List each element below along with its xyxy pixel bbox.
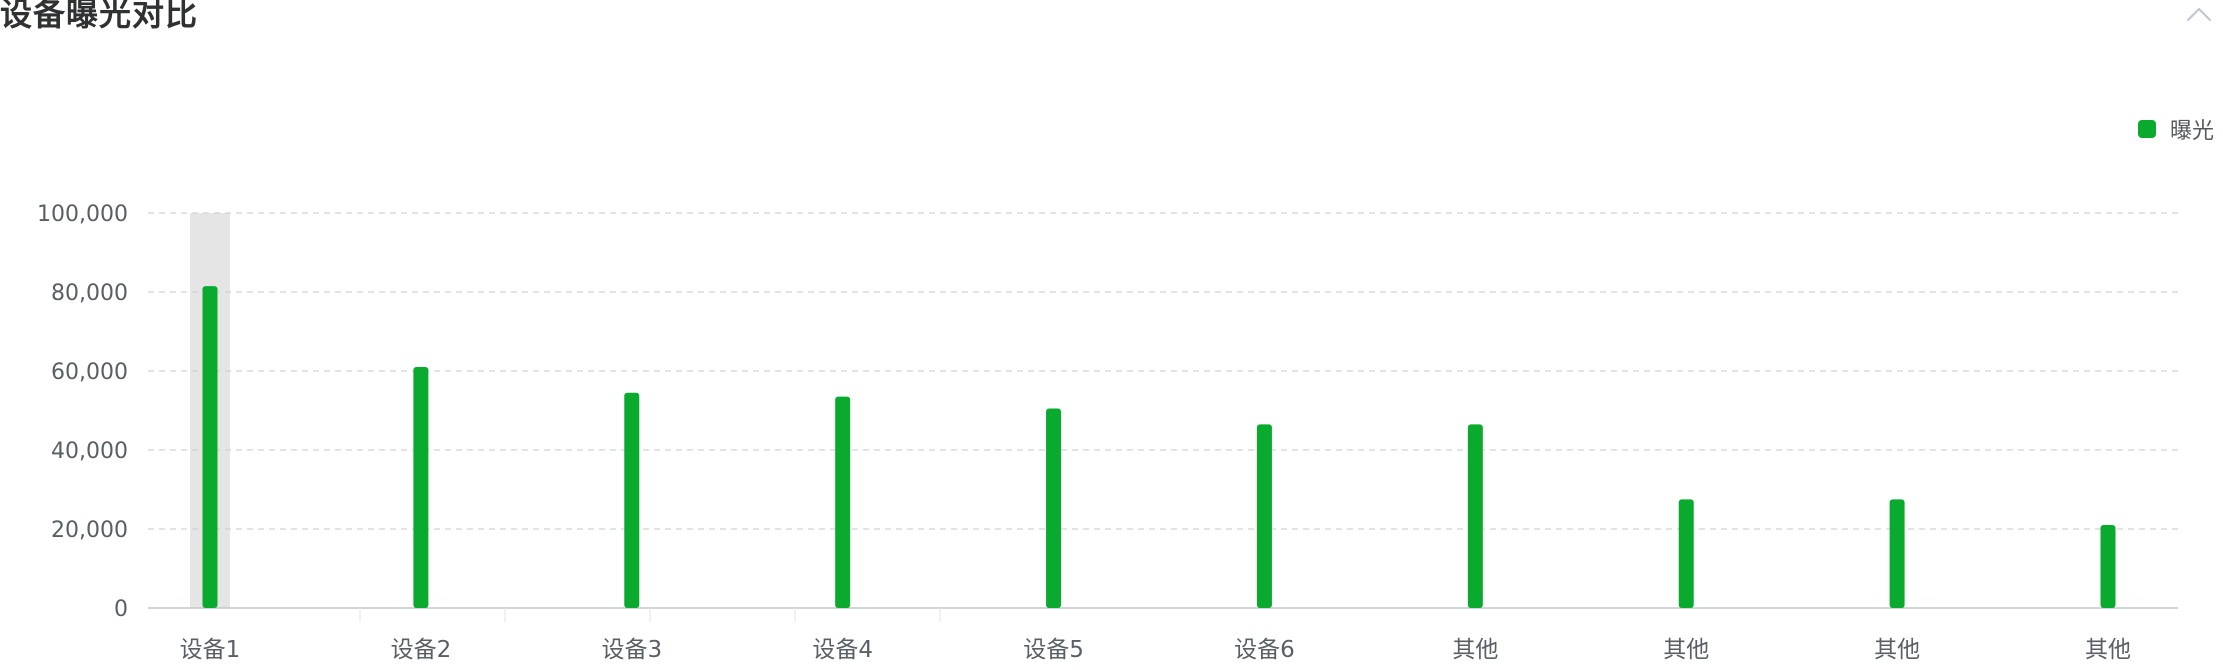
legend-swatch [2138,120,2156,138]
x-tick-label: 设备1 [180,637,241,663]
x-tick-label: 其他 [1663,637,1709,663]
y-tick-label: 0 [114,597,128,622]
chevron-up-icon[interactable] [2182,0,2216,30]
x-tick-label: 设备3 [601,637,662,663]
bar[interactable] [1046,408,1062,608]
x-tick-label: 设备6 [1234,637,1295,663]
x-tick-label: 设备4 [812,637,873,663]
bar[interactable] [413,367,429,608]
y-tick-label: 80,000 [51,281,128,306]
x-tick-label: 其他 [1874,637,1920,663]
bar[interactable] [1256,424,1272,608]
y-tick-label: 40,000 [51,439,128,464]
bar[interactable] [1678,499,1694,608]
x-tick-label: 其他 [1452,637,1498,663]
bar[interactable] [202,286,218,608]
chart-legend[interactable]: 曝光 [2138,112,2214,146]
bar[interactable] [624,392,640,608]
x-tick-label: 设备5 [1023,637,1084,663]
bar[interactable] [1467,424,1483,608]
y-tick-label: 100,000 [37,202,128,227]
x-tick-label: 其他 [2085,637,2131,663]
legend-label: 曝光 [2170,119,2215,144]
panel-title: 设备曝光对比 [0,0,199,33]
bar[interactable] [2100,525,2116,608]
y-tick-label: 60,000 [51,360,128,385]
x-tick-label: 设备2 [391,637,452,663]
y-tick-label: 20,000 [51,518,128,543]
bar[interactable] [835,396,851,608]
bar[interactable] [1889,499,1905,608]
